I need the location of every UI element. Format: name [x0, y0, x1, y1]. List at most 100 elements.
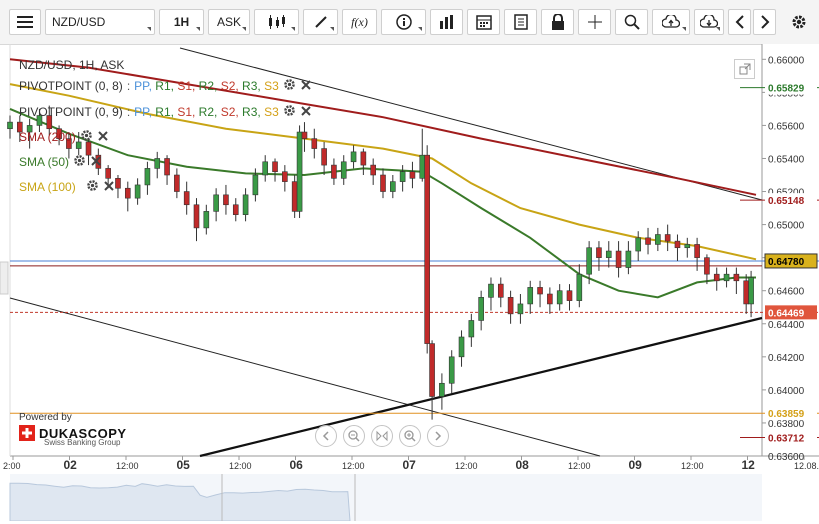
candle-down	[301, 131, 308, 139]
price-label-box	[765, 193, 817, 208]
close-icon[interactable]	[90, 155, 102, 170]
gear-icon[interactable]	[283, 78, 296, 94]
candle-down	[409, 171, 416, 179]
menu-button[interactable]	[9, 9, 41, 35]
chevron-down-icon	[682, 27, 686, 31]
side-value: ASK	[216, 15, 241, 29]
upload-button[interactable]	[652, 9, 690, 35]
candle-down	[66, 138, 72, 149]
candle-down	[46, 115, 53, 130]
candle-up	[439, 382, 445, 397]
zoom-in-button[interactable]	[399, 425, 421, 447]
gear-icon[interactable]	[86, 179, 99, 195]
brand-name: DUKASCOPY	[39, 425, 127, 441]
price-label: 0.63859	[768, 409, 805, 420]
close-icon[interactable]	[97, 130, 109, 145]
candle-up	[748, 277, 754, 305]
candle-down	[664, 234, 671, 242]
fit-button[interactable]	[371, 425, 393, 447]
download-icon	[700, 15, 718, 28]
indicators-icon	[439, 15, 453, 29]
scroll-left-button[interactable]	[315, 425, 337, 447]
gear-icon[interactable]	[80, 129, 93, 145]
trendline-lower-falling	[9, 297, 601, 457]
brand-subtitle: Swiss Banking Group	[44, 438, 121, 447]
lock-icon	[551, 14, 564, 30]
next-button[interactable]	[753, 9, 776, 35]
x-tick-label: 12:00	[116, 461, 139, 471]
download-button[interactable]	[694, 9, 724, 35]
gear-icon[interactable]	[283, 104, 296, 120]
chart-navigation	[315, 425, 449, 447]
gear-icon[interactable]	[73, 154, 86, 170]
candle-up	[655, 234, 661, 245]
legend-pivot-item: R2,	[198, 105, 221, 119]
info-button[interactable]	[381, 9, 426, 35]
report-icon	[513, 14, 528, 30]
candle-up	[390, 181, 396, 192]
candle-down	[291, 181, 298, 212]
zoom-button[interactable]	[615, 9, 648, 35]
chart-type-button[interactable]	[254, 9, 299, 35]
candle-up	[154, 158, 161, 169]
draw-button[interactable]	[303, 9, 338, 35]
scroll-right-button[interactable]	[427, 425, 449, 447]
price-label: 0.65148	[768, 196, 805, 207]
candle-up	[458, 336, 465, 358]
indicators-button[interactable]	[430, 9, 463, 35]
chart-area[interactable]: 0.660000.658000.656000.654000.652000.650…	[0, 44, 819, 522]
candle-down	[507, 297, 514, 315]
candle-up	[252, 174, 259, 196]
crosshair-button[interactable]	[578, 9, 611, 35]
candle-down	[56, 128, 62, 139]
expand-button[interactable]	[734, 59, 755, 79]
chevron-down-icon	[147, 27, 151, 31]
legend-pivot-item: R3,	[242, 79, 265, 93]
price-chart[interactable]: 0.660000.658000.656000.654000.652000.650…	[0, 44, 819, 522]
x-tick-label: 05	[177, 458, 191, 472]
upload-icon	[662, 15, 680, 28]
candle-up	[75, 141, 82, 149]
legend-pivot-item: PP,	[134, 79, 156, 93]
instrument-select[interactable]: NZD/USD	[45, 9, 155, 35]
zoom-in-icon	[404, 430, 416, 442]
close-icon[interactable]	[300, 105, 312, 120]
price-label: 0.63712	[768, 433, 805, 444]
price-label-box	[765, 430, 817, 445]
price-label-box	[765, 305, 817, 320]
lock-button[interactable]	[541, 9, 574, 35]
report-button[interactable]	[504, 9, 537, 35]
brand-logo: DUKASCOPY	[19, 425, 127, 441]
candle-up	[350, 151, 357, 163]
chart-title: NZD/USD, 1H, ASK	[19, 58, 125, 72]
function-icon: f(x)	[351, 14, 368, 29]
side-select[interactable]: ASK	[208, 9, 250, 35]
candle-up	[556, 290, 563, 305]
candle-down	[645, 237, 651, 245]
function-button[interactable]: f(x)	[342, 9, 377, 35]
candle-down	[704, 257, 710, 275]
legend-pivot-1: PIVOTPOINT (0, 8) : PP, R1, S1, R2, S2, …	[19, 78, 312, 94]
x-tick-label: 12	[742, 458, 756, 472]
legend-pivot-item: R1,	[155, 105, 178, 119]
chevron-down-icon	[196, 27, 200, 31]
y-tick-label: 0.64000	[768, 386, 805, 397]
candle-down	[713, 273, 720, 282]
legend-separator: :	[126, 105, 131, 119]
prev-button[interactable]	[728, 9, 751, 35]
chevron-right-icon	[435, 431, 442, 441]
candle-down	[370, 164, 376, 176]
settings-button[interactable]	[784, 9, 814, 35]
x-tick-label: 12:00	[229, 461, 252, 471]
candle-down	[537, 287, 543, 295]
chevron-down-icon	[330, 27, 334, 31]
period-select[interactable]: 1H	[159, 9, 204, 35]
candle-down	[282, 171, 288, 182]
close-icon[interactable]	[300, 79, 312, 94]
zoom-out-button[interactable]	[343, 425, 365, 447]
calendar-button[interactable]	[467, 9, 500, 35]
candle-up	[36, 115, 43, 126]
legend-sma-200-label: SMA (200)	[19, 130, 76, 144]
close-icon[interactable]	[103, 180, 115, 195]
legend-pivot-item: R2,	[198, 79, 221, 93]
